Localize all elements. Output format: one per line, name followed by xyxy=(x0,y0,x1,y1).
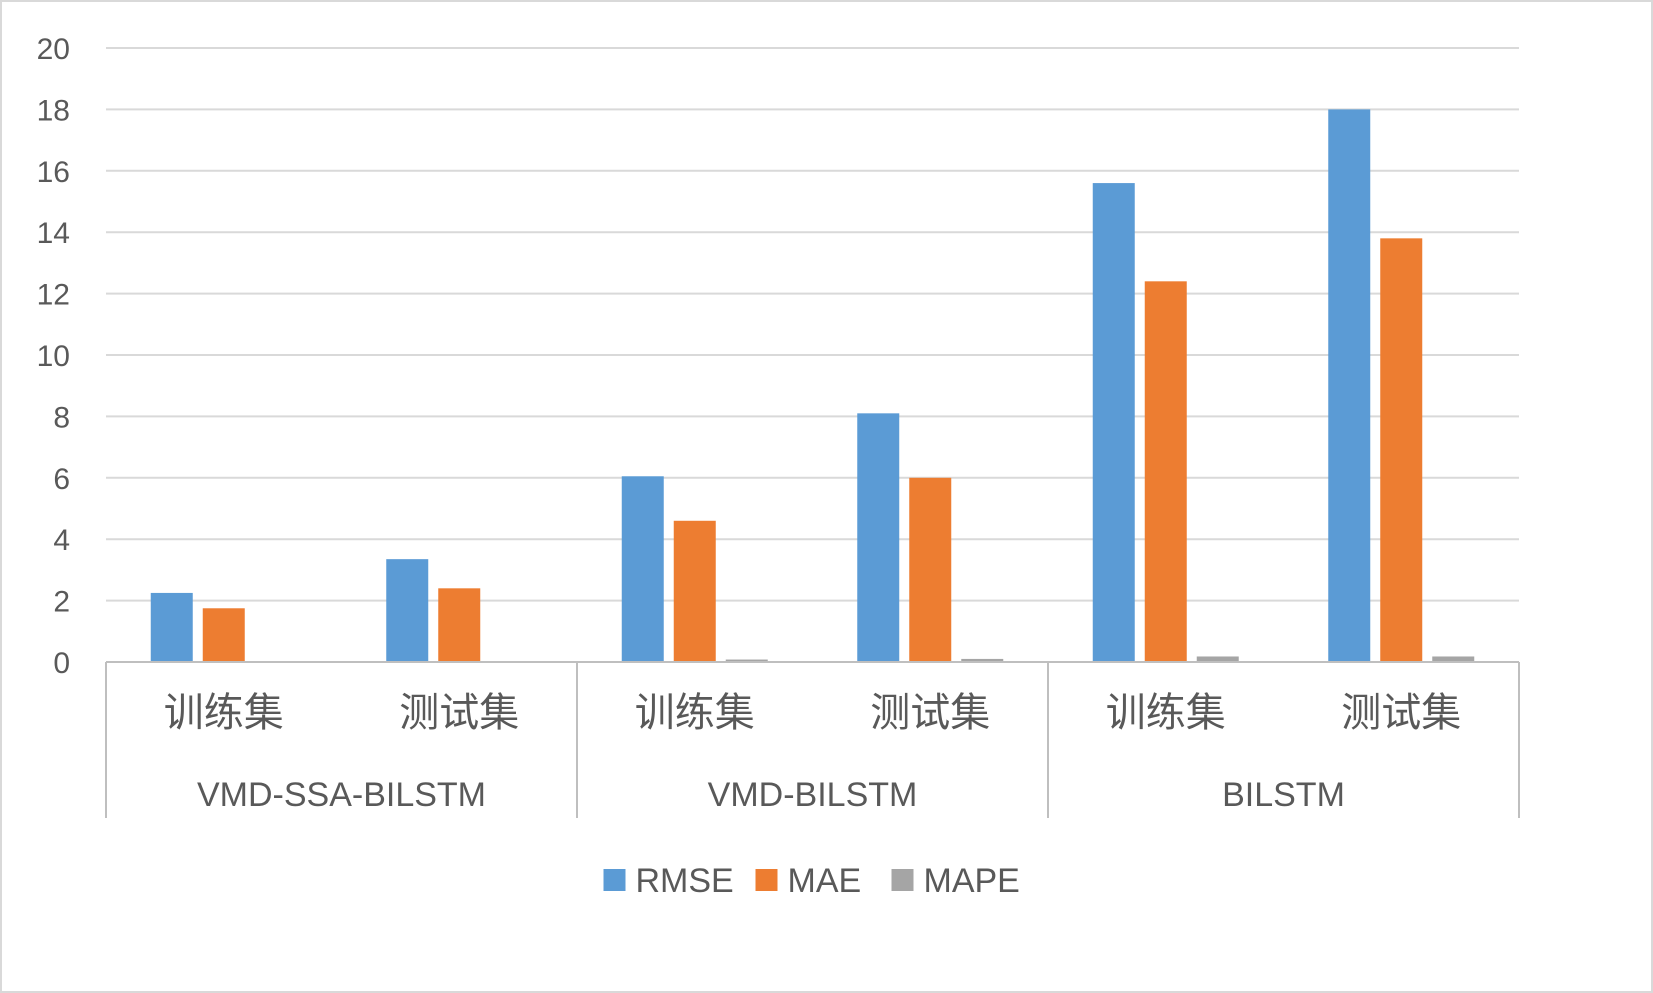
y-tick-label: 2 xyxy=(53,586,70,619)
bar-mape-5 xyxy=(1432,656,1475,662)
y-tick-label: 20 xyxy=(37,33,70,66)
y-tick-label: 18 xyxy=(37,94,70,127)
group-label: BILSTM xyxy=(1222,776,1345,814)
bar-rmse-3 xyxy=(857,413,900,662)
legend-label: MAPE xyxy=(924,862,1020,900)
category-labels: 训练集 测试集 训练集 测试集 训练集 测试集 xyxy=(164,691,1462,735)
y-tick-label: 16 xyxy=(37,156,70,189)
y-tick-label: 4 xyxy=(53,524,70,557)
bar-mape-2 xyxy=(725,659,768,662)
category-label: 训练集 xyxy=(1106,691,1226,735)
bar-rmse-1 xyxy=(386,559,429,662)
y-tick-label: 10 xyxy=(37,340,70,373)
category-label: 测试集 xyxy=(399,691,519,735)
y-tick-label: 12 xyxy=(37,279,70,312)
bar-mae-0 xyxy=(202,608,245,662)
category-label: 测试集 xyxy=(870,691,990,735)
group-label: VMD-SSA-BILSTM xyxy=(197,776,486,814)
bar-rmse-2 xyxy=(621,476,664,662)
bar-rmse-0 xyxy=(150,592,193,662)
legend-swatch xyxy=(891,869,914,891)
y-tick-label: 14 xyxy=(37,217,70,250)
bar-rmse-4 xyxy=(1092,183,1135,662)
y-tick-label: 6 xyxy=(53,463,70,496)
group-labels: VMD-SSA-BILSTM VMD-BILSTM BILSTM xyxy=(197,776,1345,814)
legend-item-rmse: RMSE xyxy=(603,862,734,900)
bar-mape-4 xyxy=(1196,656,1239,662)
bar-mape-3 xyxy=(961,658,1004,662)
legend: RMSE MAE MAPE xyxy=(603,862,1020,900)
legend-label: RMSE xyxy=(636,862,734,900)
legend-label: MAE xyxy=(788,862,862,900)
y-axis-ticks: 0 2 4 6 8 10 12 14 16 18 20 xyxy=(37,33,70,680)
y-tick-label: 8 xyxy=(53,401,70,434)
legend-swatch xyxy=(603,869,626,891)
group-label: VMD-BILSTM xyxy=(708,776,918,814)
category-label: 训练集 xyxy=(635,691,755,735)
legend-item-mape: MAPE xyxy=(891,862,1020,900)
bar-mae-1 xyxy=(438,588,481,662)
legend-item-mae: MAE xyxy=(755,862,862,900)
bars xyxy=(150,109,1475,662)
x-axis xyxy=(105,661,1520,818)
category-label: 训练集 xyxy=(164,691,284,735)
bar-mae-2 xyxy=(673,520,716,662)
y-tick-label: 0 xyxy=(53,647,70,680)
legend-swatch xyxy=(755,869,778,891)
gridlines xyxy=(106,47,1519,602)
bar-mae-4 xyxy=(1144,281,1187,662)
bar-rmse-5 xyxy=(1328,109,1371,662)
category-label: 测试集 xyxy=(1341,691,1461,735)
bar-mae-5 xyxy=(1380,238,1423,662)
bar-mae-3 xyxy=(909,477,952,662)
